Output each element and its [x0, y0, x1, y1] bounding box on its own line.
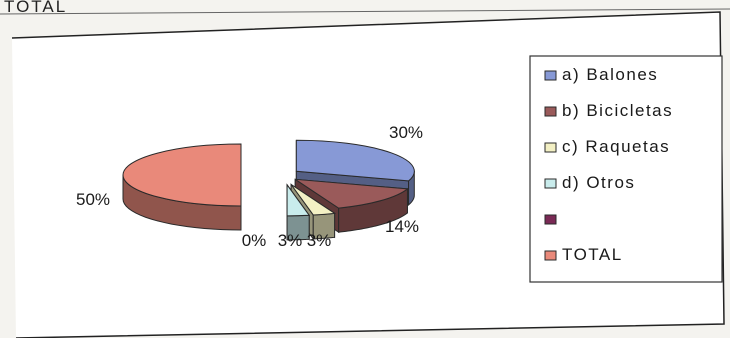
- legend-label-total: TOTAL: [562, 245, 623, 264]
- data-label-total: 50%: [76, 190, 110, 209]
- legend-swatch-d-otros: [544, 178, 557, 189]
- header-divider: [0, 8, 730, 15]
- pie-slice-total: [122, 143, 242, 231]
- legend-swatch-empty-4: [544, 214, 557, 225]
- data-label-empty-4: 0%: [242, 231, 267, 250]
- data-label-d-otros: 3%: [278, 231, 303, 250]
- pie-slice-d-otros: [286, 183, 311, 241]
- data-labels: 30% 14% 3%3% 0% 50%: [76, 123, 423, 250]
- data-label-c-raquetas: 3%: [307, 231, 332, 250]
- legend-label-b-bicicletas: b) Bicicletas: [562, 101, 673, 120]
- legend-label-c-raquetas: c) Raquetas: [562, 137, 670, 156]
- pie-chart: [122, 139, 415, 241]
- legend-swatch-b-bicicletas: [544, 106, 557, 117]
- legend-swatch-a-balones: [544, 70, 557, 81]
- legend-label-d-otros: d) Otros: [562, 173, 635, 192]
- legend-box: [529, 55, 723, 283]
- legend-swatch-total: [544, 250, 557, 261]
- legend-swatch-c-raquetas: [544, 142, 557, 153]
- legend-label-a-balones: a) Balones: [562, 65, 658, 84]
- header-text: TOTAL: [4, 0, 67, 16]
- data-label-a-balones: 30%: [389, 123, 423, 142]
- data-label-b-bicicletas: 14%: [385, 217, 419, 236]
- legend: a) Balones b) Bicicletas c) Raquetas d) Otr…: [529, 55, 723, 283]
